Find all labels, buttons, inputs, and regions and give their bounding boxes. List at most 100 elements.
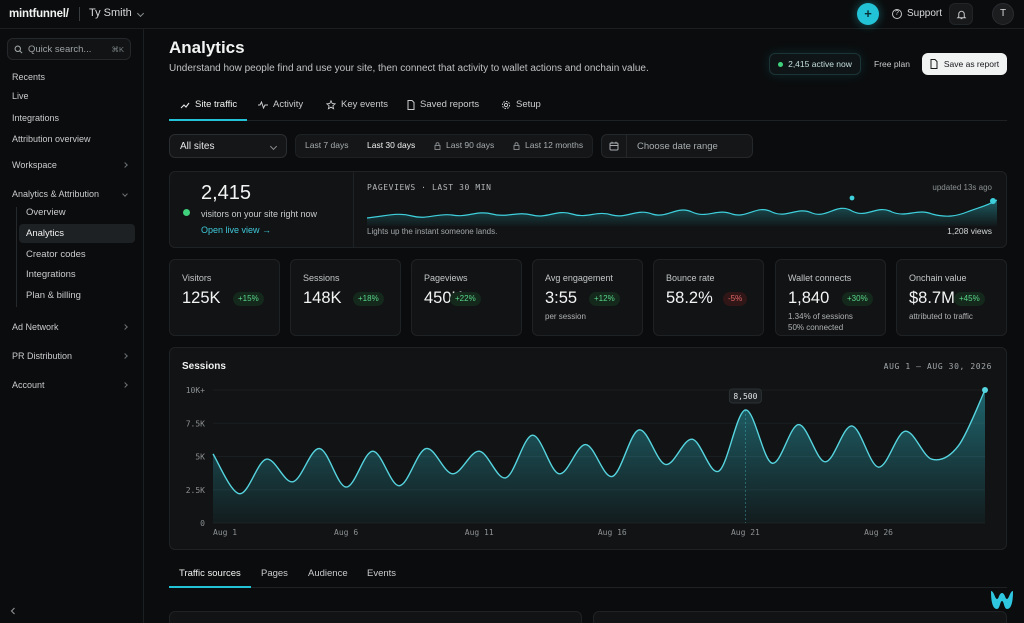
data-point[interactable]: [397, 484, 401, 488]
date-range-picker[interactable]: Choose date range: [601, 134, 753, 158]
data-point[interactable]: [371, 449, 375, 453]
document-icon: [407, 99, 415, 110]
data-point[interactable]: [797, 423, 801, 427]
kpi-value: 148K: [303, 289, 342, 307]
chevron-right-icon: [122, 382, 128, 388]
data-point[interactable]: [637, 428, 641, 432]
sidebar-recents[interactable]: Recents: [12, 72, 46, 82]
data-point[interactable]: [291, 480, 295, 484]
kpi-card[interactable]: Wallet connects 1,840 +30% 1.34% of session…: [775, 259, 886, 336]
range-last-90-days[interactable]: Last 90 days: [446, 140, 495, 150]
data-point[interactable]: [930, 457, 934, 461]
data-point[interactable]: [557, 472, 561, 476]
kpi-card[interactable]: Onchain value $8.7M +45% attributed to traf…: [896, 259, 1007, 336]
kpi-card[interactable]: Bounce rate 58.2% -5%: [653, 259, 764, 336]
sidebar-item-analytics[interactable]: Analytics: [19, 224, 135, 243]
data-point[interactable]: [584, 443, 588, 447]
collapse-sidebar-icon[interactable]: [10, 607, 16, 615]
tab-key-events[interactable]: Key events: [326, 99, 388, 110]
data-point[interactable]: [317, 447, 321, 451]
range-last-30-days[interactable]: Last 30 days: [367, 140, 416, 150]
data-point[interactable]: [717, 469, 721, 473]
kpi-value: 3:55: [545, 289, 578, 307]
kpi-card[interactable]: Visitors 125K +15%: [169, 259, 280, 336]
create-button[interactable]: +: [857, 3, 879, 25]
sidebar-group-label: Workspace: [12, 160, 57, 170]
data-point[interactable]: [690, 437, 694, 441]
sidebar-group-label: PR Distribution: [12, 351, 73, 361]
kpi-note: attributed to traffic: [909, 312, 973, 321]
sidebar-group-analytics[interactable]: Analytics & Attribution: [12, 189, 128, 199]
delta-badge: +15%: [233, 292, 264, 306]
live-visitor-label: visitors on your site right now: [201, 209, 318, 219]
avatar[interactable]: T: [992, 3, 1014, 25]
plan-badge[interactable]: Free plan: [874, 59, 910, 69]
support-link[interactable]: ? Support: [892, 8, 942, 19]
data-point[interactable]: [823, 460, 827, 464]
sidebar-group-ad-network[interactable]: Ad Network: [12, 322, 128, 332]
sidebar-item-live[interactable]: Live: [12, 91, 29, 101]
data-point[interactable]: [451, 472, 455, 476]
data-point[interactable]: [610, 474, 614, 478]
tab-saved-reports[interactable]: Saved reports: [407, 99, 479, 110]
divider: [353, 172, 354, 247]
x-tick-label: Aug 26: [864, 528, 893, 537]
data-point[interactable]: [211, 452, 215, 456]
tab-traffic-sources[interactable]: Traffic sources: [179, 568, 241, 579]
tab-pages[interactable]: Pages: [261, 568, 288, 579]
sidebar-group-pr-distribution[interactable]: PR Distribution: [12, 351, 128, 361]
open-live-view-link[interactable]: Open live view →: [201, 225, 272, 235]
tab-events[interactable]: Events: [367, 568, 397, 579]
chat-widget-icon[interactable]: [988, 587, 1016, 613]
calendar-icon-wrap: [602, 135, 627, 157]
sidebar-group-label: Ad Network: [12, 322, 59, 332]
data-point[interactable]: [903, 429, 907, 433]
data-point[interactable]: [850, 424, 854, 428]
tab-audience[interactable]: Audience: [308, 568, 348, 579]
sidebar-item-integrations[interactable]: Integrations: [12, 113, 60, 123]
data-point[interactable]: [504, 476, 508, 480]
sessions-area-chart[interactable]: 10K+ 7.5K 5K 2.5K 0 8,500 Aug 1 Aug 6 Aug 11 Aug …: [170, 348, 1008, 551]
data-point[interactable]: [344, 485, 348, 489]
x-tick-label: Aug 16: [598, 528, 627, 537]
data-point[interactable]: [664, 462, 668, 466]
data-point[interactable]: [877, 465, 881, 469]
kpi-value: 58.2%: [666, 289, 713, 307]
tab-site-traffic[interactable]: Site traffic: [180, 99, 237, 110]
live-visitor-count: 2,415: [201, 182, 252, 204]
sidebar-item-creator-codes[interactable]: Creator codes: [26, 249, 86, 260]
notifications-button[interactable]: [949, 3, 973, 25]
kpi-card[interactable]: Avg engagement 3:55 +12% per session: [532, 259, 643, 336]
tab-setup[interactable]: Setup: [501, 99, 541, 110]
user-name: Ty Smith: [89, 7, 132, 19]
sidebar-item-overview[interactable]: Overview: [26, 207, 66, 218]
data-point[interactable]: [238, 492, 242, 496]
site-select[interactable]: All sites: [169, 134, 287, 158]
latest-point-dot[interactable]: [982, 387, 988, 393]
data-point[interactable]: [770, 461, 774, 465]
sidebar-group-workspace[interactable]: Workspace: [12, 160, 128, 170]
brand-logo[interactable]: mintfunnel/: [9, 8, 69, 20]
data-point[interactable]: [956, 444, 960, 448]
data-point[interactable]: [264, 457, 268, 461]
data-point[interactable]: [477, 449, 481, 453]
data-point[interactable]: [424, 447, 428, 451]
sidebar-item-plan-billing[interactable]: Plan & billing: [26, 290, 81, 301]
data-point[interactable]: [530, 433, 534, 437]
search-placeholder: Quick search...: [28, 43, 92, 55]
sparkline-latest-dot[interactable]: [990, 198, 996, 204]
tab-activity[interactable]: Activity: [258, 99, 303, 110]
user-switcher[interactable]: Ty Smith: [89, 7, 144, 19]
save-as-report-button[interactable]: Save as report: [922, 53, 1007, 75]
sidebar-group-account[interactable]: Account: [12, 380, 128, 390]
range-toggle: Last 7 days Last 30 days Last 90 days La…: [295, 134, 593, 158]
sidebar-item-attribution-overview[interactable]: Attribution overview: [12, 134, 91, 144]
kpi-card[interactable]: Pageviews 450K +22%: [411, 259, 522, 336]
y-tick-label: 7.5K: [186, 419, 205, 428]
range-last-7-days[interactable]: Last 7 days: [305, 140, 349, 150]
kpi-card[interactable]: Sessions 148K +18%: [290, 259, 401, 336]
sidebar-item-integrations-sub[interactable]: Integrations: [26, 269, 76, 280]
range-last-12-months[interactable]: Last 12 months: [525, 140, 584, 150]
active-now-badge[interactable]: 2,415 active now: [769, 53, 861, 75]
search-input[interactable]: Quick search... ⌘K: [7, 38, 131, 60]
